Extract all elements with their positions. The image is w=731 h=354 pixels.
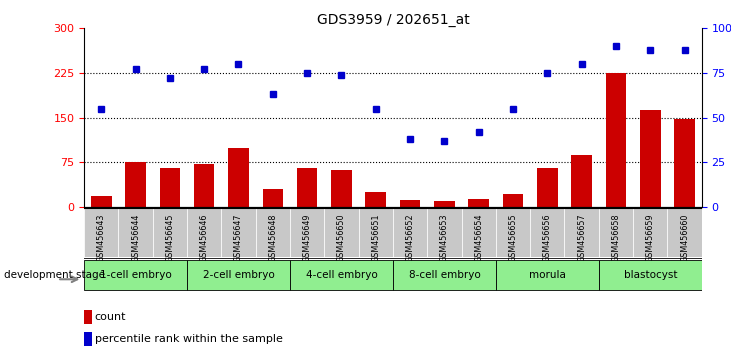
Text: percentile rank within the sample: percentile rank within the sample <box>95 334 283 344</box>
Bar <box>84 208 118 257</box>
Bar <box>290 260 393 290</box>
Text: GSM456653: GSM456653 <box>440 214 449 262</box>
Bar <box>599 208 633 257</box>
Bar <box>640 110 661 207</box>
Text: GSM456644: GSM456644 <box>131 214 140 262</box>
Bar <box>537 169 558 207</box>
Bar <box>187 208 221 257</box>
Text: GSM456643: GSM456643 <box>96 214 106 262</box>
Bar <box>325 208 359 257</box>
Bar <box>564 208 599 257</box>
Bar <box>153 208 187 257</box>
Text: 8-cell embryo: 8-cell embryo <box>409 270 480 280</box>
Bar <box>84 332 92 346</box>
Text: 4-cell embryo: 4-cell embryo <box>306 270 377 280</box>
Text: GSM456659: GSM456659 <box>645 214 655 262</box>
Text: GSM456647: GSM456647 <box>234 214 243 262</box>
Bar <box>496 260 599 290</box>
Text: count: count <box>95 312 126 322</box>
Bar <box>530 208 564 257</box>
Text: 1-cell embryo: 1-cell embryo <box>99 270 171 280</box>
Text: morula: morula <box>529 270 566 280</box>
Bar <box>331 170 352 207</box>
Text: GSM456654: GSM456654 <box>474 214 483 262</box>
Bar <box>125 162 145 207</box>
Bar <box>606 73 626 207</box>
Text: GSM456657: GSM456657 <box>577 214 586 262</box>
Text: GSM456648: GSM456648 <box>268 214 277 262</box>
Bar <box>366 192 386 207</box>
Text: 2-cell embryo: 2-cell embryo <box>202 270 274 280</box>
Bar <box>503 194 523 207</box>
Bar <box>262 189 283 207</box>
Bar <box>427 208 461 257</box>
Title: GDS3959 / 202651_at: GDS3959 / 202651_at <box>317 13 469 27</box>
Text: GSM456651: GSM456651 <box>371 214 380 262</box>
Bar <box>434 201 455 207</box>
Bar <box>393 260 496 290</box>
Text: GSM456656: GSM456656 <box>543 214 552 262</box>
Bar <box>256 208 290 257</box>
Text: GSM456649: GSM456649 <box>303 214 311 262</box>
Bar <box>674 120 695 207</box>
Bar <box>290 208 325 257</box>
Bar <box>461 208 496 257</box>
Text: GSM456658: GSM456658 <box>611 214 621 262</box>
Bar <box>84 310 92 324</box>
Text: GSM456645: GSM456645 <box>165 214 175 262</box>
Bar <box>469 199 489 207</box>
Text: GSM456660: GSM456660 <box>680 214 689 262</box>
Text: development stage: development stage <box>4 270 105 280</box>
Bar <box>359 208 393 257</box>
Bar <box>194 164 214 207</box>
Text: blastocyst: blastocyst <box>624 270 677 280</box>
Bar <box>118 208 153 257</box>
Bar <box>297 169 317 207</box>
Text: GSM456655: GSM456655 <box>509 214 518 262</box>
Bar <box>633 208 667 257</box>
Bar <box>393 208 427 257</box>
Bar <box>599 260 702 290</box>
Text: GSM456646: GSM456646 <box>200 214 208 262</box>
Bar <box>572 155 592 207</box>
Bar <box>228 148 249 207</box>
Text: GSM456650: GSM456650 <box>337 214 346 262</box>
Text: GSM456652: GSM456652 <box>406 214 414 262</box>
Bar <box>84 260 187 290</box>
Bar <box>187 260 290 290</box>
Bar <box>400 200 420 207</box>
Bar <box>221 208 256 257</box>
Bar <box>667 208 702 257</box>
Bar <box>159 169 180 207</box>
Bar <box>91 196 112 207</box>
Bar <box>496 208 530 257</box>
